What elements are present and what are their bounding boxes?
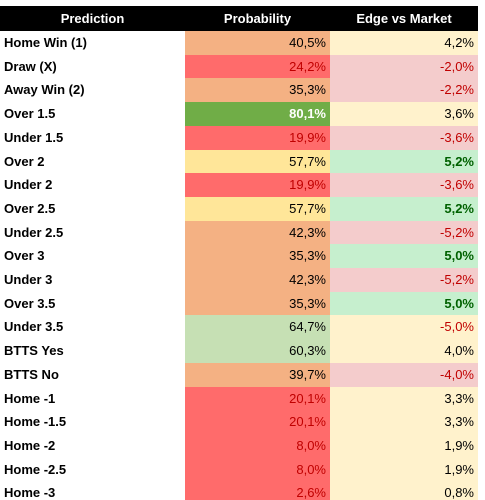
edge-cell: 1,9%: [330, 457, 478, 482]
table-row: Home -1 20,1% 3,3%: [0, 386, 478, 411]
prediction-cell: Home -1: [4, 390, 56, 406]
prediction-cell: Over 2: [4, 153, 45, 169]
table-row: Home -2.5 8,0% 1,9%: [0, 457, 478, 482]
probability-cell: 19,9%: [185, 125, 330, 150]
prediction-cell: Under 3.5: [4, 319, 64, 335]
edge-cell: 5,2%: [330, 149, 478, 174]
prediction-cell: Over 2.5: [4, 200, 56, 216]
probability-cell: 42,3%: [185, 268, 330, 292]
edge-cell: 5,0%: [330, 244, 478, 269]
edge-cell: -2,0%: [330, 54, 478, 79]
prediction-cell: Home -2.5: [4, 461, 67, 477]
table-row: Over 1.5 80,1% 3,6%: [0, 102, 478, 127]
probability-cell: 35,3%: [185, 291, 330, 316]
table-row: BTTS Yes 60,3% 4,0%: [0, 339, 478, 364]
header-cell: Prediction: [0, 6, 185, 31]
probability-cell: 8,0%: [185, 457, 330, 482]
table-row: Under 3.5 64,7% -5,0%: [0, 315, 478, 340]
prediction-cell: Under 3: [4, 272, 53, 287]
table-row: Over 2 57,7% 5,2%: [0, 149, 478, 174]
probability-cell: 39,7%: [185, 362, 330, 387]
edge-cell: -5,2%: [330, 268, 478, 292]
probability-cell: 80,1%: [185, 102, 330, 127]
probability-cell: 57,7%: [185, 149, 330, 174]
probability-cell: 60,3%: [185, 339, 330, 364]
edge-cell: 1,9%: [330, 433, 478, 458]
table-row: Under 1.5 19,9% -3,6%: [0, 125, 478, 150]
edge-cell: 0,8%: [330, 481, 478, 500]
probability-cell: 24,2%: [185, 54, 330, 79]
prediction-cell: Home -2: [4, 437, 56, 453]
header-cell: Probability: [185, 6, 330, 31]
header-row: Prediction Probability Edge vs Market: [0, 6, 478, 31]
probability-cell: 19,9%: [185, 173, 330, 198]
prediction-cell: Home Win (1): [4, 35, 87, 50]
probability-cell: 8,0%: [185, 433, 330, 458]
edge-cell: -5,2%: [330, 220, 478, 245]
table-row: Under 3 42,3% -5,2%: [0, 268, 478, 292]
probability-cell: 57,7%: [185, 196, 330, 221]
edge-cell: 5,2%: [330, 196, 478, 221]
probability-cell: 2,6%: [185, 481, 330, 500]
prediction-cell: Draw (X): [4, 58, 57, 74]
edge-cell: -2,2%: [330, 78, 478, 103]
table-row: BTTS No 39,7% -4,0%: [0, 362, 478, 387]
table-row: Home -1.5 20,1% 3,3%: [0, 410, 478, 435]
prediction-cell: Over 1.5: [4, 106, 56, 122]
table-row: Draw (X) 24,2% -2,0%: [0, 54, 478, 79]
probability-cell: 42,3%: [185, 220, 330, 245]
header-cell: Edge vs Market: [330, 6, 478, 31]
probability-cell: 64,7%: [185, 315, 330, 340]
edge-cell: 5,0%: [330, 291, 478, 316]
edge-cell: 3,3%: [330, 386, 478, 411]
prediction-cell: BTTS Yes: [4, 343, 64, 359]
prediction-cell: Over 3.5: [4, 295, 56, 311]
edge-cell: -3,6%: [330, 173, 478, 198]
prediction-cell: Away Win (2): [4, 82, 85, 98]
prediction-cell: Under 2.5: [4, 224, 64, 240]
edge-cell: 4,0%: [330, 339, 478, 364]
table-row: Home -3 2,6% 0,8%: [0, 481, 478, 500]
prediction-cell: Under 2: [4, 177, 53, 193]
table-row: Under 2 19,9% -3,6%: [0, 173, 478, 198]
probability-cell: 35,3%: [185, 78, 330, 103]
edge-cell: 3,6%: [330, 102, 478, 127]
edge-cell: -3,6%: [330, 125, 478, 150]
probability-cell: 35,3%: [185, 244, 330, 269]
table-row: Over 3 35,3% 5,0%: [0, 244, 478, 269]
probability-cell: 40,5%: [185, 31, 330, 55]
probability-cell: 20,1%: [185, 386, 330, 411]
probability-cell: 20,1%: [185, 410, 330, 435]
prediction-cell: Over 3: [4, 248, 45, 264]
table-row: Away Win (2) 35,3% -2,2%: [0, 78, 478, 103]
table-row: Home Win (1) 40,5% 4,2%: [0, 31, 478, 55]
prediction-cell: Under 1.5: [4, 129, 64, 145]
table-row: Over 2.5 57,7% 5,2%: [0, 196, 478, 221]
edge-cell: -4,0%: [330, 362, 478, 387]
edge-cell: -5,0%: [330, 315, 478, 340]
prediction-cell: Home -1.5: [4, 414, 67, 430]
edge-cell: 3,3%: [330, 410, 478, 435]
prediction-cell: BTTS No: [4, 366, 59, 382]
table-row: Home -2 8,0% 1,9%: [0, 433, 478, 458]
prediction-cell: Home -3: [4, 485, 56, 500]
table-row: Over 3.5 35,3% 5,0%: [0, 291, 478, 316]
edge-cell: 4,2%: [330, 31, 478, 55]
table-row: Under 2.5 42,3% -5,2%: [0, 220, 478, 245]
